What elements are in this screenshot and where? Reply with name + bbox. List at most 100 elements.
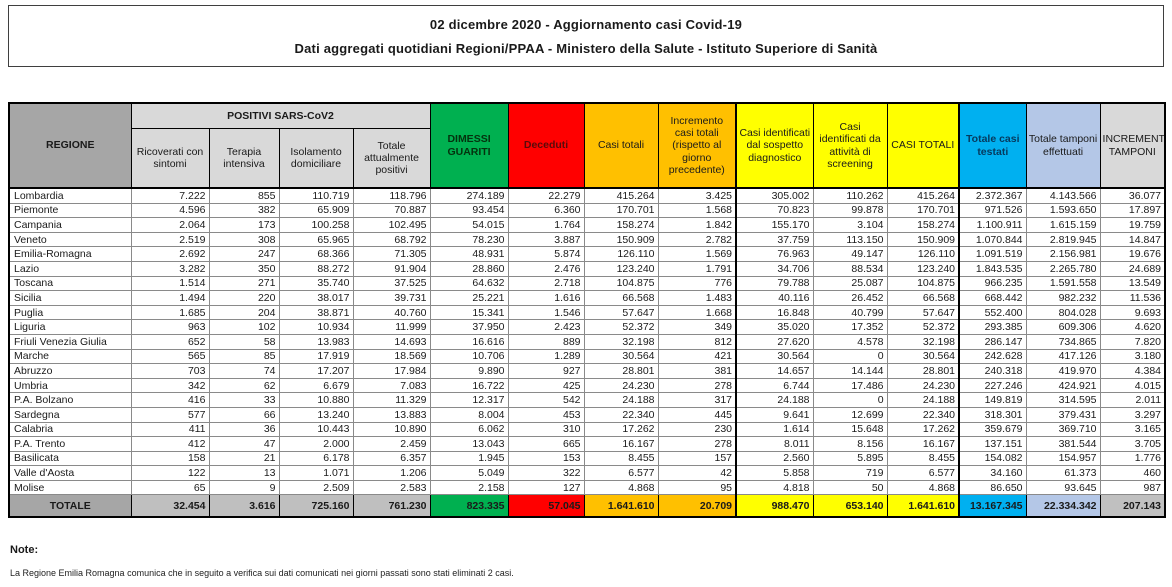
table-row: Veneto 2.519 308 65.965 68.792 78.230 3.887 150… [8, 231, 1166, 248]
value-cell: 42 [657, 465, 737, 481]
value-cell: 719 [812, 465, 888, 481]
value-cell: 12.317 [429, 392, 509, 408]
value-cell: 3.887 [507, 231, 585, 248]
value-cell: 88.534 [812, 260, 888, 277]
value-cell: 240.318 [958, 363, 1027, 379]
value-cell: 12.699 [812, 406, 888, 423]
value-cell: 36 [208, 421, 280, 438]
value-cell: 14.693 [352, 333, 431, 350]
value-cell: 4.868 [886, 479, 960, 496]
value-cell: 49.147 [812, 246, 888, 262]
value-cell: 2.718 [507, 275, 585, 292]
notes-section: Note: La Regione Emilia Romagna comunica… [8, 544, 1164, 578]
table-row: Toscana 1.514 271 35.740 37.525 64.632 2.718 10… [8, 275, 1166, 292]
totals-value-cell: 1.641.610 [886, 494, 960, 518]
value-cell: 2.158 [429, 479, 509, 496]
title-box: 02 dicembre 2020 - Aggiornamento casi Co… [8, 5, 1164, 67]
value-cell: 65 [130, 479, 210, 496]
value-cell: 127 [507, 479, 585, 496]
value-cell: 812 [657, 333, 737, 350]
value-cell: 8.011 [735, 436, 814, 452]
value-cell: 342 [130, 377, 210, 394]
value-cell: 425 [507, 377, 585, 394]
value-cell: 3.282 [130, 260, 210, 277]
value-cell: 118.796 [352, 187, 431, 204]
value-cell: 652 [130, 333, 210, 350]
value-cell: 16.167 [583, 436, 659, 452]
value-cell: 102 [208, 319, 280, 335]
value-cell: 54.015 [429, 217, 509, 233]
table-row: Lazio 3.282 350 88.272 91.904 28.860 2.476 123.… [8, 260, 1166, 277]
value-cell: 665 [507, 436, 585, 452]
value-cell: 25.087 [812, 275, 888, 292]
value-cell: 24.188 [735, 392, 814, 408]
value-cell: 7.222 [130, 187, 210, 204]
value-cell: 15.341 [429, 304, 509, 321]
value-cell: 3.297 [1099, 406, 1166, 423]
value-cell: 963 [130, 319, 210, 335]
value-cell: 11.329 [352, 392, 431, 408]
value-cell: 242.628 [958, 348, 1027, 365]
value-cell: 37.525 [352, 275, 431, 292]
totals-value-cell: 988.470 [735, 494, 814, 518]
value-cell: 150.909 [886, 231, 960, 248]
value-cell: 8.455 [886, 450, 960, 467]
value-cell: 7.820 [1099, 333, 1166, 350]
region-cell: Lazio [8, 260, 132, 277]
table-row: Campania 2.064 173 100.258 102.495 54.015 1.76… [8, 217, 1166, 233]
value-cell: 104.875 [583, 275, 659, 292]
value-cell: 22.340 [583, 406, 659, 423]
group-header-positivi: POSITIVI SARS-CoV2 [130, 102, 431, 129]
covid-data-table: REGIONE POSITIVI SARS-CoV2 DIMESSI GUARI… [8, 102, 1167, 519]
value-cell: 27.620 [735, 333, 814, 350]
totals-value-cell: 32.454 [130, 494, 210, 518]
region-cell: Calabria [8, 421, 132, 438]
value-cell: 91.904 [352, 260, 431, 277]
totals-value-cell: 761.230 [352, 494, 431, 518]
value-cell: 24.230 [886, 377, 960, 394]
totals-value-cell: 1.641.610 [583, 494, 659, 518]
value-cell: 126.110 [886, 246, 960, 262]
value-cell: 58 [208, 333, 280, 350]
value-cell: 10.890 [352, 421, 431, 438]
value-cell: 227.246 [958, 377, 1027, 394]
value-cell: 4.143.566 [1025, 187, 1101, 204]
notes-line: La Regione Emilia Romagna comunica che i… [10, 568, 514, 579]
value-cell: 8.455 [583, 450, 659, 467]
value-cell: 37.759 [735, 231, 814, 248]
value-cell: 28.801 [583, 363, 659, 379]
value-cell: 88.272 [278, 260, 354, 277]
value-cell: 565 [130, 348, 210, 365]
value-cell: 415.264 [583, 187, 659, 204]
value-cell: 6.357 [352, 450, 431, 467]
value-cell: 17.984 [352, 363, 431, 379]
value-cell: 126.110 [583, 246, 659, 262]
value-cell: 3.104 [812, 217, 888, 233]
value-cell: 32.198 [583, 333, 659, 350]
value-cell: 445 [657, 406, 737, 423]
value-cell: 703 [130, 363, 210, 379]
col-header-sospetto-diagnostico: Casi identificati dal sospetto diagnosti… [735, 102, 814, 189]
value-cell: 24.689 [1099, 260, 1166, 277]
value-cell: 22.279 [507, 187, 585, 204]
table-row: Sardegna 577 66 13.240 13.883 8.004 453 22.340 4… [8, 406, 1166, 423]
value-cell: 18.569 [352, 348, 431, 365]
value-cell: 6.062 [429, 421, 509, 438]
value-cell: 52.372 [886, 319, 960, 335]
value-cell: 13.883 [352, 406, 431, 423]
value-cell: 2.156.981 [1025, 246, 1101, 262]
value-cell: 17.262 [583, 421, 659, 438]
value-cell: 2.519 [130, 231, 210, 248]
table-header: REGIONE POSITIVI SARS-CoV2 DIMESSI GUARI… [8, 102, 1166, 189]
value-cell: 13 [208, 465, 280, 481]
value-cell: 153 [507, 450, 585, 467]
value-cell: 350 [208, 260, 280, 277]
value-cell: 25.221 [429, 290, 509, 306]
value-cell: 1.593.650 [1025, 202, 1101, 219]
value-cell: 5.858 [735, 465, 814, 481]
col-header-dimessi-guariti: DIMESSI GUARITI [429, 102, 509, 189]
value-cell: 305.002 [735, 187, 814, 204]
value-cell: 1.776 [1099, 450, 1166, 467]
value-cell: 2.509 [278, 479, 354, 496]
